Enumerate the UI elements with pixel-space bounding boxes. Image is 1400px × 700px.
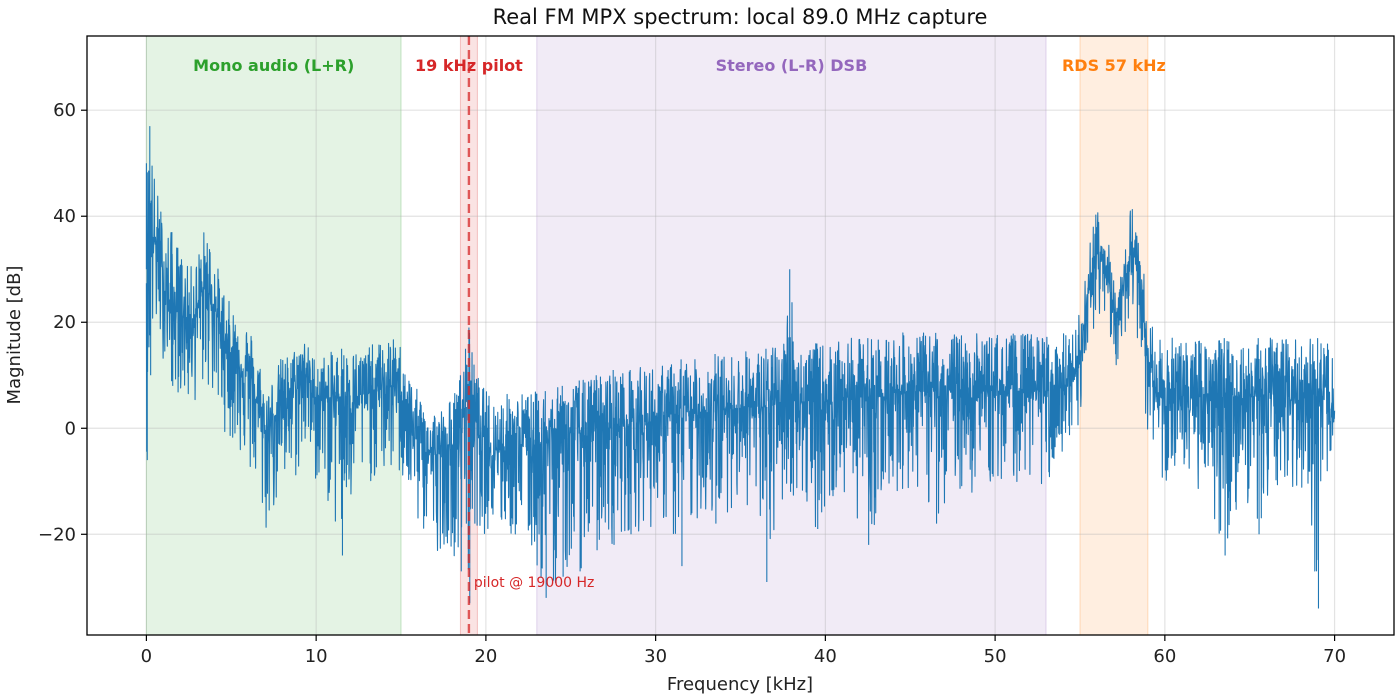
y-tick-label-2: 20 <box>53 312 76 333</box>
x-tick-label-3: 30 <box>644 646 667 667</box>
y-tick-label-4: 60 <box>53 100 76 121</box>
y-axis-label: Magnitude [dB] <box>4 266 25 405</box>
x-tick-label-6: 60 <box>1153 646 1176 667</box>
pilot-marker-layer: pilot @ 19000 Hz <box>467 36 594 635</box>
band-label-3: RDS 57 kHz <box>1062 56 1166 75</box>
y-tick-label-0: −20 <box>38 524 76 545</box>
x-tick-label-5: 50 <box>984 646 1007 667</box>
y-axis-ticks: −20 0 20 40 60 <box>38 100 87 545</box>
x-tick-label-1: 10 <box>305 646 328 667</box>
band-label-2: Stereo (L-R) DSB <box>716 56 868 75</box>
pilot-annotation: pilot @ 19000 Hz <box>474 575 594 591</box>
x-tick-label-7: 70 <box>1323 646 1346 667</box>
grid-layer <box>87 36 1394 635</box>
spectrum-trace-layer <box>145 126 1336 609</box>
x-axis-label: Frequency [kHz] <box>667 674 813 695</box>
x-axis-ticks: 0 10 20 30 40 50 60 70 <box>141 635 1346 667</box>
spectrum-series-line <box>145 126 1336 609</box>
plot-frame <box>86 35 1395 636</box>
chart-title: Real FM MPX spectrum: local 89.0 MHz cap… <box>493 5 988 29</box>
x-tick-label-4: 40 <box>814 646 837 667</box>
x-tick-label-0: 0 <box>141 646 152 667</box>
y-tick-label-3: 40 <box>53 206 76 227</box>
y-tick-label-1: 0 <box>65 418 76 439</box>
band-labels: Mono audio (L+R) 19 kHz pilot Stereo (L-R)… <box>193 56 1166 75</box>
band-label-1: 19 kHz pilot <box>415 56 523 75</box>
band-label-0: Mono audio (L+R) <box>193 56 354 75</box>
x-tick-label-2: 20 <box>474 646 497 667</box>
